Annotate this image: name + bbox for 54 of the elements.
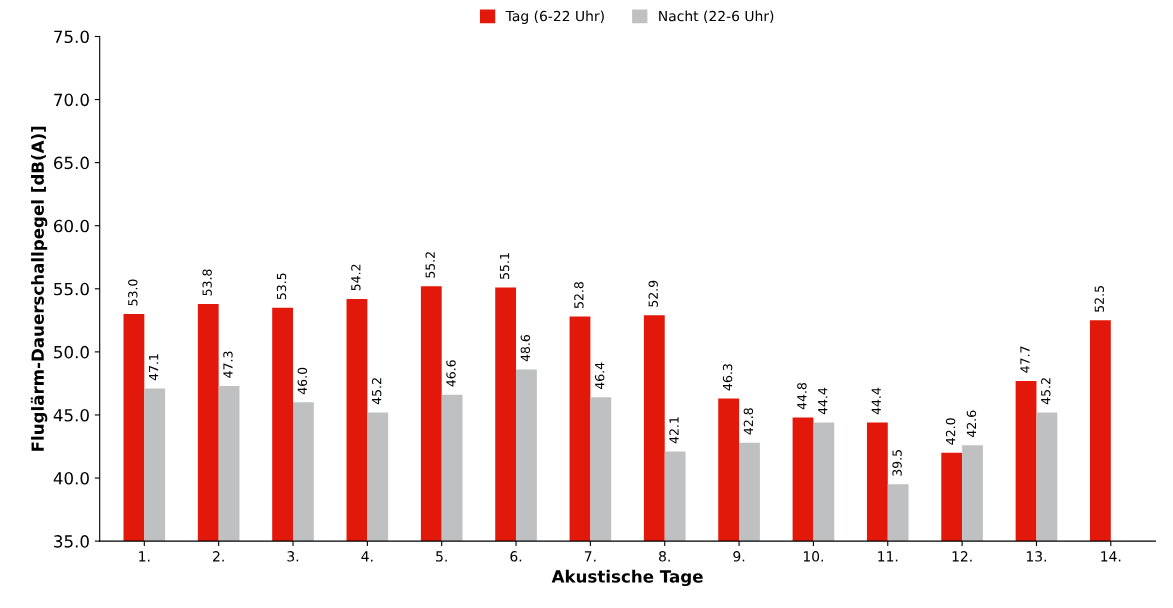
y-tick-label: 35.0 — [54, 535, 89, 548]
data-label: 46.4 — [594, 362, 605, 390]
y-tick-label: 70.0 — [54, 93, 89, 107]
x-tick-label: 8. — [659, 551, 670, 562]
x-tick-label: 11. — [878, 551, 898, 562]
data-label: 46.6 — [446, 360, 456, 387]
data-label: 44.4 — [818, 387, 828, 415]
data-label: 46.0 — [297, 367, 308, 395]
x-tick-label: 6. — [510, 551, 522, 562]
x-tick-label: 7. — [584, 551, 596, 562]
data-label: 42.1 — [669, 417, 679, 444]
legend-label: Nacht (22-6 Uhr) — [659, 10, 774, 23]
data-label: 44.8 — [797, 382, 807, 410]
data-label: 48.6 — [520, 334, 531, 362]
x-tick-label: 2. — [213, 551, 224, 562]
y-tick-label: 50.0 — [54, 345, 89, 359]
y-tick-label: 45.0 — [53, 408, 89, 422]
data-label: 46.3 — [722, 364, 733, 391]
y-tick-label: 40.0 — [53, 472, 89, 485]
y-tick-label: 65.0 — [54, 156, 89, 170]
x-tick-label: 3. — [287, 551, 299, 562]
y-tick-label: 75.0 — [54, 30, 89, 44]
data-label: 42.6 — [966, 410, 977, 438]
data-label: 52.8 — [574, 282, 584, 309]
x-tick-label: 13. — [1026, 551, 1046, 562]
y-tick-label: 55.0 — [54, 282, 89, 296]
data-label: 45.2 — [1041, 378, 1051, 405]
legend-label: Tag (6-22 Uhr) — [505, 10, 604, 24]
data-label: 42.0 — [945, 418, 956, 445]
data-label: 39.5 — [892, 450, 902, 476]
x-tick-label: 10. — [803, 551, 823, 562]
y-axis-title: Fluglärm-Dauerschallpegel [dB(A)] — [30, 126, 48, 451]
data-label: 55.1 — [499, 253, 510, 279]
data-label: 55.2 — [425, 252, 435, 278]
data-label: 53.8 — [202, 269, 212, 296]
data-label: 52.9 — [648, 280, 658, 307]
x-axis-title: Akustische Tage — [551, 569, 703, 587]
data-label: 54.2 — [351, 264, 361, 291]
x-tick-label: 9. — [733, 551, 745, 562]
x-tick-label: 1. — [139, 551, 150, 562]
data-label: 47.7 — [1020, 346, 1030, 373]
data-label: 45.2 — [371, 378, 382, 405]
data-label: 47.3 — [223, 351, 233, 378]
data-label: 53.5 — [276, 273, 287, 300]
data-label: 52.5 — [1094, 286, 1105, 312]
data-label: 53.0 — [128, 279, 138, 306]
data-label: 44.4 — [871, 387, 881, 415]
x-tick-label: 14. — [1101, 551, 1121, 562]
data-label: 47.1 — [149, 354, 159, 381]
x-tick-label: 4. — [361, 551, 373, 562]
x-tick-label: 12. — [952, 551, 972, 562]
x-tick-label: 5. — [436, 551, 447, 562]
data-label: 42.8 — [743, 408, 754, 435]
y-tick-label: 60.0 — [54, 219, 89, 233]
